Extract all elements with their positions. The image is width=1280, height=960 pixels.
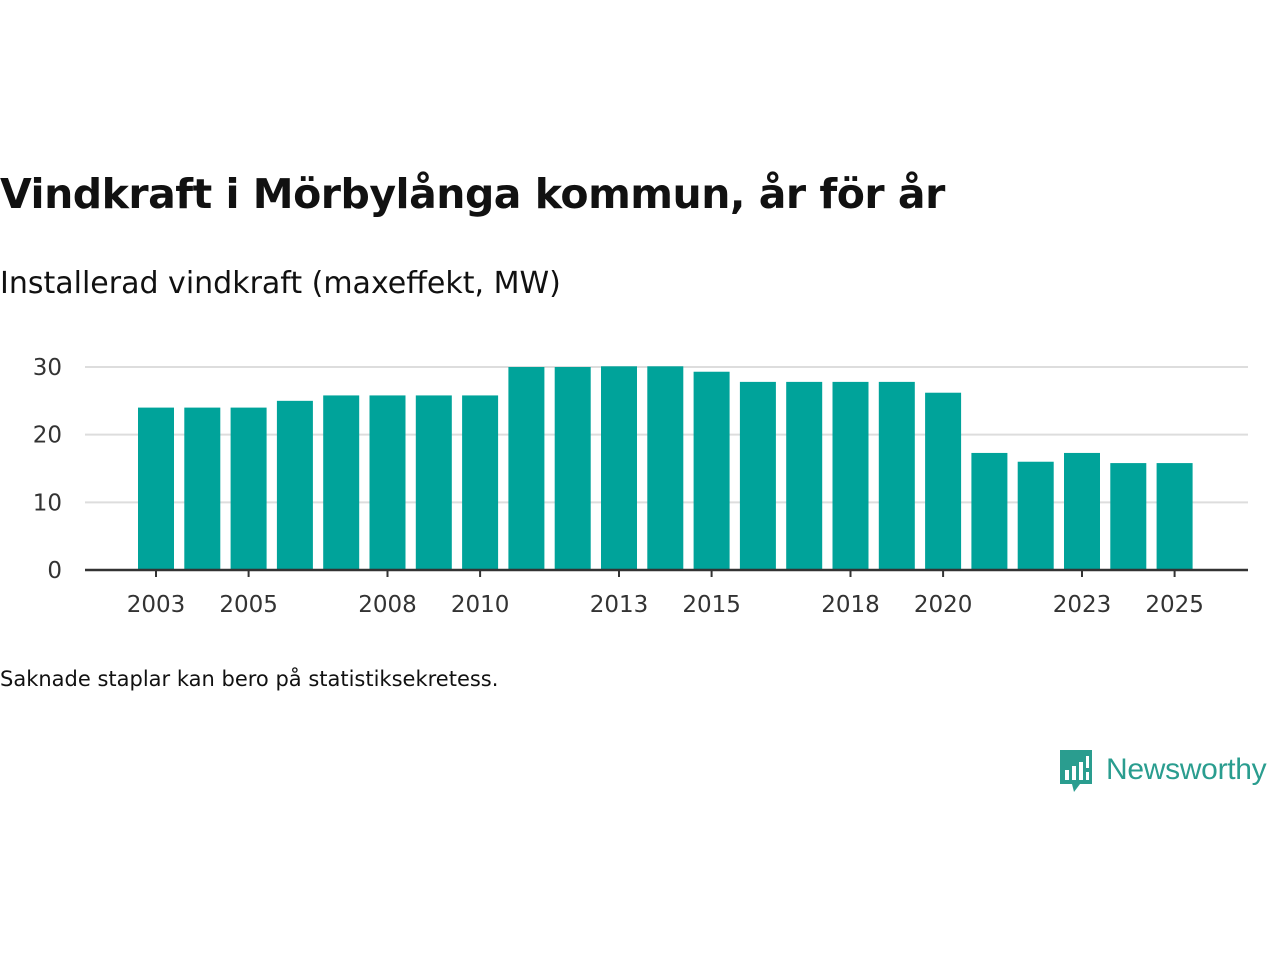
bar-2018[interactable] — [832, 381, 869, 570]
bar-2008[interactable] — [369, 395, 406, 570]
bar-2020[interactable] — [925, 392, 962, 570]
brand-name: Newsworthy — [1106, 753, 1267, 786]
bar-2012[interactable] — [554, 367, 591, 570]
x-tick-label: 2018 — [821, 592, 880, 618]
chart-subtitle: Installerad vindkraft (maxeffekt, MW) — [0, 266, 561, 301]
x-axis-ticks: 2003 2005 2008 2010 2013 2015 2018 2020 2023 2025 — [127, 570, 1204, 618]
bar-2007[interactable] — [323, 395, 360, 570]
y-tick-label: 30 — [33, 355, 62, 381]
x-tick-label: 2020 — [914, 592, 973, 618]
bar-chart: 0 10 20 30 2003 2005 2008 2010 2013 2015 2018 2020… — [33, 355, 1248, 618]
bar-2015[interactable] — [693, 371, 730, 570]
bar-2017[interactable] — [786, 381, 823, 570]
x-tick-label: 2003 — [127, 592, 186, 618]
x-tick-label: 2005 — [219, 592, 278, 618]
bars — [138, 366, 1193, 570]
bar-2021[interactable] — [971, 452, 1008, 570]
x-tick-label: 2015 — [682, 592, 741, 618]
bar-2025[interactable] — [1156, 463, 1193, 570]
x-tick-label: 2010 — [451, 592, 510, 618]
bar-2019[interactable] — [878, 381, 915, 570]
bar-2011[interactable] — [508, 367, 545, 570]
y-tick-label: 0 — [47, 558, 62, 584]
bar-2010[interactable] — [462, 395, 499, 570]
bar-2006[interactable] — [276, 400, 313, 570]
bar-chart-speech-bubble-icon — [1060, 750, 1092, 792]
bar-2016[interactable] — [739, 381, 776, 570]
y-tick-label: 20 — [33, 423, 62, 449]
bar-2022[interactable] — [1017, 461, 1054, 570]
bar-2014[interactable] — [647, 366, 684, 570]
bar-2023[interactable] — [1064, 452, 1100, 570]
brand-logo[interactable]: Newsworthy — [1058, 748, 1267, 792]
bar-2005[interactable] — [230, 407, 267, 570]
bar-2013[interactable] — [601, 366, 637, 570]
bar-2024[interactable] — [1110, 463, 1147, 570]
footnote: Saknade staplar kan bero på statistiksek… — [0, 667, 499, 691]
chart-title: Vindkraft i Mörbylånga kommun, år för år — [0, 170, 945, 218]
bar-2003[interactable] — [138, 407, 174, 570]
x-tick-label: 2025 — [1145, 592, 1204, 618]
bar-2009[interactable] — [415, 395, 452, 570]
x-tick-label: 2013 — [590, 592, 649, 618]
x-tick-label: 2008 — [358, 592, 417, 618]
y-tick-label: 10 — [33, 490, 62, 516]
x-tick-label: 2023 — [1053, 592, 1112, 618]
y-axis-ticks: 0 10 20 30 — [33, 355, 62, 584]
bar-2004[interactable] — [184, 407, 221, 570]
